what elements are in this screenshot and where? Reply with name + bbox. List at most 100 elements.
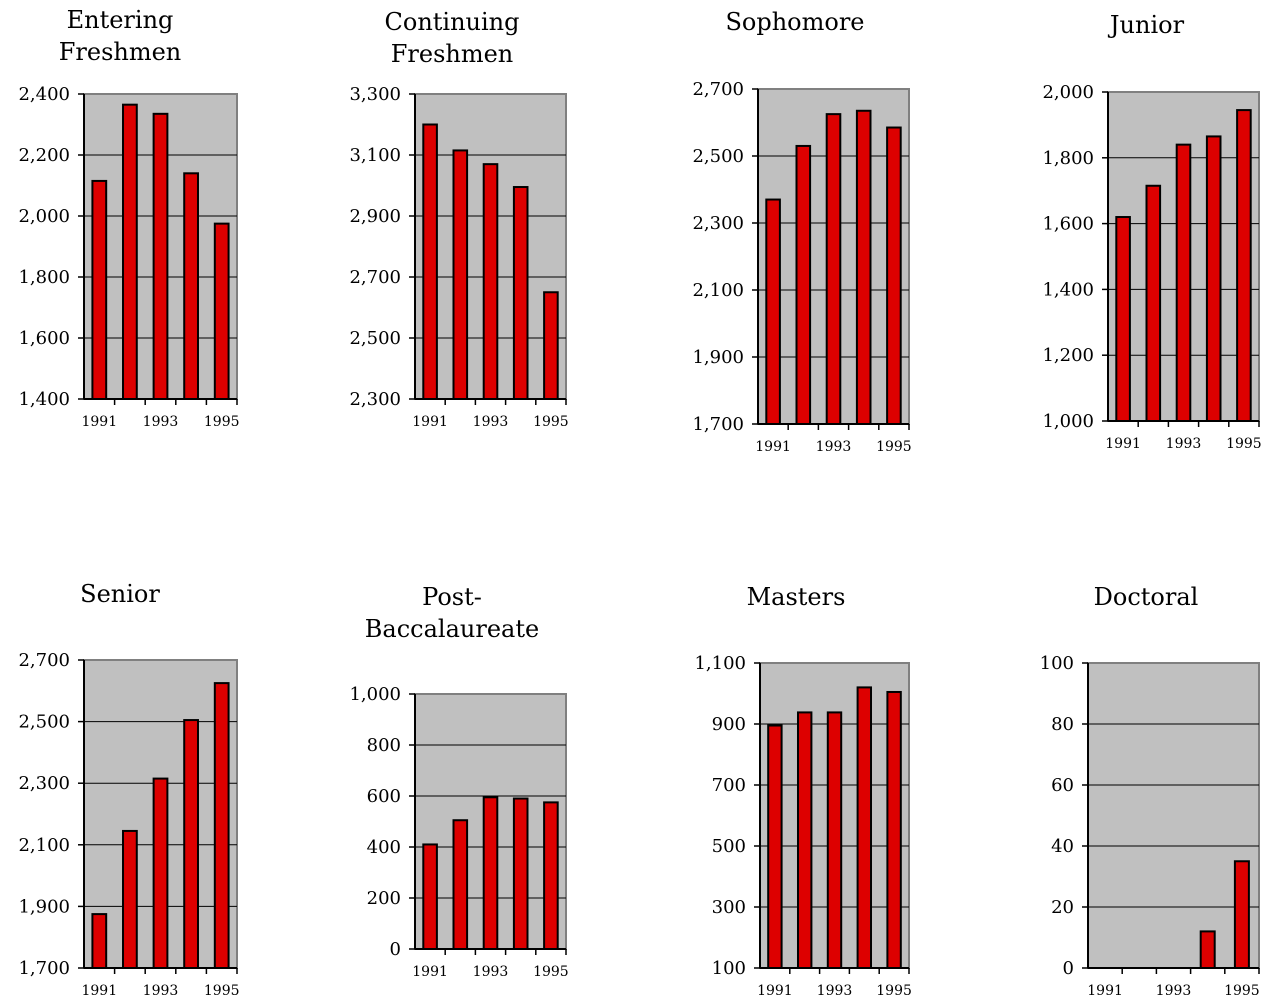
bar	[452, 149, 469, 400]
bar	[1233, 860, 1250, 969]
y-tick-label: 1,000	[1042, 411, 1094, 432]
chart-title: Freshmen	[59, 38, 182, 66]
x-tick-label: 1993	[1166, 436, 1202, 452]
x-tick-label: 1991	[757, 983, 793, 999]
bar	[422, 123, 438, 400]
y-tick-label: 0	[1063, 958, 1074, 979]
chart-title: Sophomore	[725, 8, 864, 36]
x-tick-label: 1995	[1226, 436, 1262, 452]
y-tick-label: 300	[712, 897, 746, 918]
y-tick-label: 800	[367, 735, 401, 756]
chart-3: Sophomore 1,700 1,900 2,100 2,300 2,500 2,700 1…	[692, 8, 911, 455]
bar	[91, 913, 108, 969]
y-tick-label: 2,300	[692, 213, 744, 234]
y-tick-label: 2,500	[349, 328, 401, 349]
bar	[152, 112, 169, 400]
y-tick-label: 2,000	[18, 206, 70, 227]
y-tick-label: 3,100	[349, 145, 401, 166]
bar	[213, 682, 230, 969]
bar	[1145, 184, 1162, 422]
y-tick-label: 400	[367, 837, 401, 858]
chart-title: Doctoral	[1094, 583, 1199, 611]
x-tick-label: 1995	[876, 439, 912, 455]
chart-7: Masters 100 300 500 700 900 1,100 1991 1993 1995	[694, 583, 911, 999]
y-tick-label: 1,900	[692, 347, 744, 368]
bar	[543, 291, 559, 400]
chart-title: Freshmen	[391, 40, 514, 68]
y-tick-label: 100	[712, 958, 746, 979]
x-tick-label: 1993	[817, 983, 853, 999]
x-tick-label: 1991	[412, 964, 448, 980]
bar	[213, 222, 230, 400]
chart-8: Doctoral 0 20 40 60 80 100 1991 1993 1995	[1040, 583, 1260, 999]
y-tick-label: 2,200	[18, 145, 70, 166]
bar	[122, 829, 138, 969]
y-tick-label: 1,700	[692, 414, 744, 435]
x-tick-label: 1991	[1087, 983, 1123, 999]
y-tick-label: 1,100	[694, 653, 746, 674]
chart-title: Baccalaureate	[365, 615, 539, 643]
chart-6: Post- Baccalaureate 0 200 400 600 800 1,000 1991…	[349, 583, 568, 980]
bar	[452, 819, 469, 950]
bar	[91, 179, 108, 400]
bar	[422, 843, 438, 951]
y-tick-label: 1,400	[1042, 279, 1094, 300]
y-tick-label: 1,600	[18, 328, 70, 349]
chart-title: Continuing	[385, 8, 520, 36]
bar	[825, 113, 842, 425]
x-tick-label: 1993	[473, 964, 509, 980]
x-tick-label: 1993	[473, 414, 509, 430]
bar	[767, 724, 783, 970]
bar	[886, 690, 902, 969]
y-tick-label: 80	[1051, 714, 1074, 735]
y-tick-label: 2,900	[349, 206, 401, 227]
bar	[765, 198, 781, 425]
y-tick-label: 900	[712, 714, 746, 735]
y-tick-label: 40	[1051, 836, 1074, 857]
x-tick-label: 1991	[81, 983, 117, 999]
y-tick-label: 60	[1051, 775, 1074, 796]
x-tick-label: 1993	[1156, 983, 1192, 999]
y-tick-label: 500	[712, 836, 746, 857]
chart-5: Senior 1,700 1,900 2,100 2,300 2,500 2,700 1991…	[18, 580, 239, 999]
y-tick-label: 2,700	[349, 267, 401, 288]
y-tick-label: 2,700	[18, 650, 70, 671]
x-tick-label: 1993	[143, 414, 179, 430]
chart-title: Entering	[67, 6, 174, 34]
y-tick-label: 3,300	[349, 84, 401, 105]
y-tick-label: 1,800	[18, 267, 70, 288]
bar	[482, 163, 499, 400]
x-tick-label: 1995	[204, 983, 240, 999]
bar	[543, 801, 559, 950]
chart-1: Entering Freshmen 1,400 1,600 1,800 2,000 2,20…	[18, 6, 239, 430]
x-tick-label: 1993	[143, 983, 179, 999]
x-tick-label: 1995	[876, 983, 912, 999]
bar	[1199, 930, 1216, 970]
y-tick-label: 20	[1051, 897, 1074, 918]
y-tick-label: 2,100	[692, 280, 744, 301]
bar	[795, 144, 812, 425]
x-tick-label: 1991	[1105, 436, 1141, 452]
x-tick-label: 1991	[81, 414, 117, 430]
bar	[886, 126, 902, 426]
bar	[183, 172, 199, 400]
bar	[1205, 135, 1222, 422]
y-tick-label: 2,300	[18, 773, 70, 794]
y-tick-label: 1,400	[18, 389, 70, 410]
x-tick-label: 1995	[204, 414, 240, 430]
y-tick-label: 600	[367, 786, 401, 807]
chart-title: Senior	[80, 580, 160, 608]
y-tick-label: 100	[1040, 653, 1074, 674]
x-tick-label: 1993	[816, 439, 852, 455]
bar	[482, 796, 499, 951]
y-tick-label: 2,100	[18, 835, 70, 856]
y-tick-label: 0	[390, 939, 401, 960]
bar	[512, 797, 529, 950]
bar	[512, 186, 529, 400]
chart-title: Junior	[1107, 11, 1185, 39]
x-tick-label: 1995	[533, 414, 569, 430]
bar	[1175, 143, 1192, 422]
bar	[796, 711, 813, 969]
